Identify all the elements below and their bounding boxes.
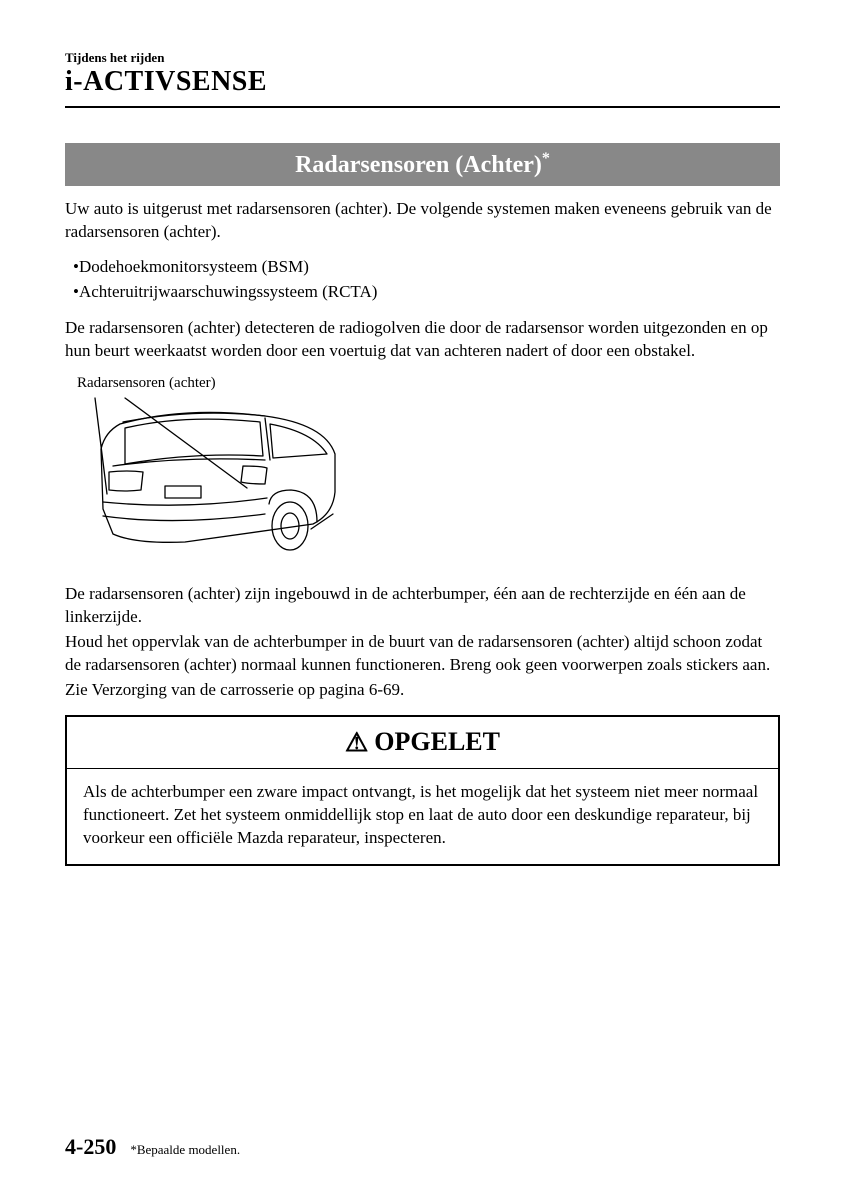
warning-triangle-icon: ⚠	[345, 728, 368, 757]
page-footer: 4-250 *Bepaalde modellen.	[65, 1134, 240, 1160]
system-list: Dodehoekmonitorsysteem (BSM) Achteruitri…	[73, 254, 780, 305]
intro-paragraph: Uw auto is uitgerust met radarsensoren (…	[65, 198, 780, 244]
header-divider	[65, 106, 780, 108]
page-header: Tijdens het rijden i-ACTIVSENSE	[65, 50, 780, 98]
list-item: Dodehoekmonitorsysteem (BSM)	[73, 254, 780, 280]
banner-title: Radarsensoren (Achter)	[295, 152, 542, 178]
page-number: 4-250	[65, 1134, 116, 1160]
section-banner: Radarsensoren (Achter)*	[65, 143, 780, 186]
footnote: *Bepaalde modellen.	[130, 1142, 240, 1158]
list-item: Achteruitrijwaarschuwingssysteem (RCTA)	[73, 279, 780, 305]
caution-box: ⚠OPGELET Als de achterbumper een zware i…	[65, 715, 780, 866]
body-paragraph: De radarsensoren (achter) zijn ingebouwd…	[65, 583, 780, 629]
caution-body: Als de achterbumper een zware impact ont…	[67, 769, 778, 864]
body-paragraph: De radarsensoren (achter) detecteren de …	[65, 317, 780, 363]
section-title: i-ACTIVSENSE	[65, 66, 780, 98]
car-rear-illustration	[65, 394, 355, 564]
caution-header: ⚠OPGELET	[67, 717, 778, 769]
body-paragraph: Houd het oppervlak van de achterbumper i…	[65, 631, 780, 677]
banner-marker: *	[542, 150, 550, 167]
car-figure: Radarsensoren (achter)	[65, 375, 780, 569]
caution-title: OPGELET	[374, 727, 500, 756]
breadcrumb: Tijdens het rijden	[65, 50, 780, 66]
figure-label: Radarsensoren (achter)	[77, 375, 780, 392]
body-paragraph: Zie Verzorging van de carrosserie op pag…	[65, 679, 780, 702]
